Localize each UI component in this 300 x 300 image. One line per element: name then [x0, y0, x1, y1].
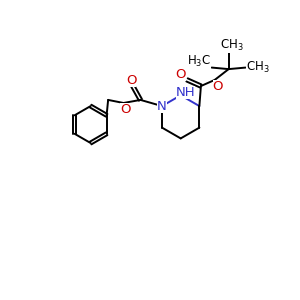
Text: CH$_3$: CH$_3$	[220, 38, 244, 53]
Text: O: O	[213, 80, 223, 92]
Text: H$_3$C: H$_3$C	[187, 54, 211, 69]
Text: NH: NH	[176, 86, 195, 100]
Text: O: O	[176, 68, 186, 81]
Text: CH$_3$: CH$_3$	[246, 60, 270, 75]
Text: O: O	[126, 74, 136, 87]
Text: O: O	[120, 103, 130, 116]
Text: N: N	[157, 100, 167, 112]
